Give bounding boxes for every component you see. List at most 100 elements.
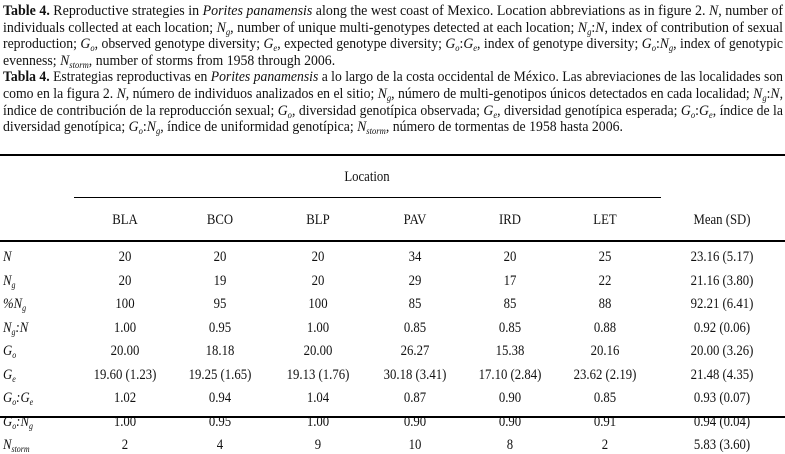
- caption-text: , observed genotype diversity;: [95, 36, 264, 52]
- text: , number of unique multi-genotypes detec…: [230, 19, 578, 36]
- table-cell: 0.87: [403, 390, 427, 407]
- caption-line-text: individuals collected at each location; …: [3, 20, 783, 37]
- table-cell: 4: [216, 437, 224, 454]
- row-label: Ng: [3, 273, 15, 290]
- subscript: storm: [69, 59, 89, 70]
- text: G: [463, 36, 474, 53]
- subscript: e: [493, 109, 498, 120]
- table-cell: 18.18: [205, 343, 235, 360]
- table-cell: 1.00: [113, 319, 137, 336]
- symbol: Go: [3, 390, 16, 407]
- row-label: Nstorm: [3, 437, 30, 454]
- caption-text: , número de tormentas de 1958 hasta 2006…: [386, 119, 623, 135]
- text: N: [216, 19, 226, 36]
- text: Reproductive strategies in: [49, 3, 203, 19]
- table-cell: 1.04: [306, 390, 330, 407]
- table-cell: 21.48 (4.35): [690, 366, 754, 383]
- caption-text: diversidad genotípica;: [3, 119, 129, 135]
- subscript: g: [11, 279, 16, 290]
- symbol: Go: [681, 103, 695, 120]
- table-cell: 20: [118, 272, 132, 289]
- table-cell: 20.00: [303, 343, 333, 360]
- text: , index of contribution of sexual: [604, 19, 783, 36]
- caption-line: diversidad genotípica; Go:Ng, índice de …: [3, 119, 783, 136]
- subscript: o: [138, 126, 143, 137]
- row-label: N: [3, 249, 12, 266]
- text: N: [708, 3, 719, 19]
- table-cell: 25: [598, 249, 612, 265]
- text: G: [3, 366, 13, 383]
- table-cell: 2: [601, 437, 609, 454]
- text: N: [377, 85, 387, 102]
- text: G: [20, 390, 30, 407]
- symbol: Ng: [147, 119, 160, 136]
- symbol: Ng: [377, 85, 391, 103]
- text: evenness;: [3, 52, 61, 69]
- symbol: Nstorm: [3, 437, 30, 454]
- caption-text: , index of genotype diversity;: [477, 36, 642, 52]
- caption-text: N: [117, 86, 126, 102]
- caption-text: , número de multi-genotipos únicos detec…: [391, 86, 753, 102]
- column-header: BCO: [206, 212, 234, 228]
- caption-text: individuals collected at each location;: [3, 20, 217, 36]
- caption-label: Table 4.: [3, 3, 50, 19]
- table-cell: 20.00: [110, 343, 140, 360]
- text: G: [445, 36, 456, 53]
- caption-text: :: [591, 20, 595, 36]
- text: N: [753, 85, 763, 102]
- caption-line: como en la figura 2. N, número de indivi…: [3, 86, 783, 103]
- caption-text: índice de contribución de la reproducció…: [3, 103, 278, 119]
- caption-text: , expected genotype diversity;: [277, 36, 445, 52]
- table-cell: 20.00 (3.26): [690, 343, 754, 360]
- table-cell: 22: [598, 272, 612, 289]
- caption-line: Table 4. Reproductive strategies in Pori…: [3, 3, 783, 20]
- text: reproduction;: [3, 36, 81, 53]
- caption-text: :N: [15, 320, 28, 336]
- text: , number of storms from 1958 through 200…: [88, 52, 336, 69]
- symbol: Ge: [483, 102, 498, 120]
- caption-text: ,: [780, 86, 783, 102]
- table-cell: 19.60 (1.23): [93, 366, 157, 383]
- table-cell: 20: [213, 249, 227, 265]
- text: N: [357, 119, 367, 136]
- subscript: g: [762, 92, 767, 103]
- caption-text: a lo largo de la costa occidental de Méx…: [318, 69, 783, 85]
- symbol: Ng: [753, 85, 767, 103]
- text: G: [3, 343, 13, 360]
- symbol: Ge: [3, 366, 16, 384]
- text: N: [3, 249, 12, 265]
- text: G: [483, 102, 494, 119]
- caption-line: evenness; Nstorm, number of storms from …: [3, 53, 783, 70]
- caption-line: índice de contribución de la reproducció…: [3, 103, 783, 120]
- location-rule: [74, 197, 661, 198]
- caption-label: Tabla 4.: [3, 69, 50, 85]
- table-cell: 20: [311, 249, 325, 265]
- subscript: storm: [366, 126, 386, 137]
- caption-text: , index of genotypic: [673, 36, 783, 52]
- table-cell: 20.16: [590, 343, 620, 360]
- text: índice de contribución de la reproducció…: [3, 102, 278, 119]
- table-cell: 17: [503, 272, 517, 289]
- caption-line: individuals collected at each location; …: [3, 20, 783, 37]
- text: como en la figura 2.: [3, 85, 117, 102]
- caption-text: N: [595, 20, 604, 36]
- caption-text: :: [16, 390, 20, 406]
- symbol: Ng: [660, 36, 673, 53]
- table-cell: 2: [121, 437, 129, 454]
- text: Porites panamensis: [202, 3, 313, 19]
- text: diversidad genotípica;: [3, 119, 129, 136]
- table-cell: 88: [598, 296, 612, 313]
- caption-text: , diversidad genotípica observada;: [292, 103, 483, 119]
- text: :: [459, 36, 464, 53]
- text: G: [3, 390, 13, 407]
- caption-text: , número de individuos analizados en el …: [126, 86, 378, 102]
- subscript: e: [473, 43, 478, 54]
- text: G: [641, 36, 652, 53]
- caption-text: N: [3, 249, 12, 265]
- table-cell: 17.10 (2.84): [478, 366, 542, 383]
- text: N: [116, 85, 126, 102]
- symbol: Ge: [20, 390, 33, 407]
- text: N: [3, 272, 12, 289]
- text: N: [577, 19, 588, 36]
- text: Table 4.: [3, 3, 50, 19]
